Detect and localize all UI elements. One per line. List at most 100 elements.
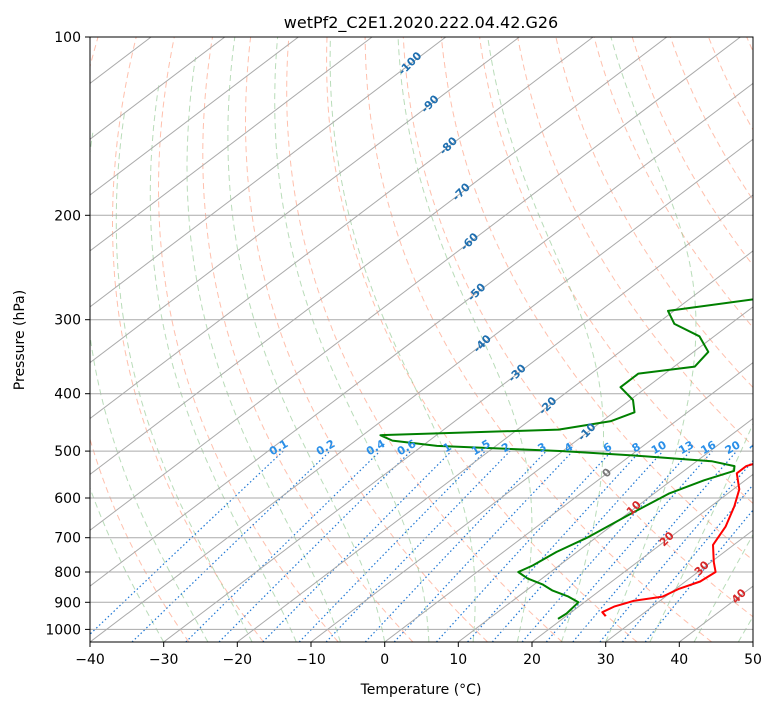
moist-adiabat-line — [649, 422, 753, 642]
isotherm-label: 40 — [729, 586, 749, 606]
dry-adiabat-line — [202, 37, 414, 642]
x-tick-label: −20 — [223, 652, 253, 668]
isotherm-label: -20 — [536, 394, 559, 417]
mixing-ratio-label: 4 — [562, 440, 575, 455]
isotherm-label: -70 — [450, 180, 473, 203]
moist-adiabat-line — [274, 37, 430, 642]
mixing-ratio-label: 0.1 — [267, 437, 290, 458]
isotherm-label: -60 — [458, 230, 481, 253]
y-axis-title: Pressure (hPa) — [12, 290, 28, 390]
dewpoint-line — [379, 298, 753, 620]
mixing-ratio-line — [185, 450, 381, 642]
isotherm-line — [384, 362, 753, 642]
mixing-ratio-line — [298, 450, 486, 642]
isotherm-line — [90, 37, 520, 364]
y-tick-label: 700 — [54, 531, 81, 547]
y-tick-label: 400 — [54, 387, 81, 403]
y-tick-label: 1000 — [45, 622, 81, 638]
x-tick-label: 10 — [449, 652, 467, 668]
moist-adiabat-line — [227, 37, 386, 642]
plot-frame — [89, 36, 754, 643]
dry-adiabat-line — [440, 37, 753, 561]
moist-adiabat-line — [329, 37, 476, 642]
x-tick-label: 40 — [670, 652, 688, 668]
isotherm-line — [531, 473, 753, 642]
mixing-ratio-line — [621, 483, 753, 642]
temperature-line — [601, 463, 753, 617]
moist-adiabat-line — [605, 37, 697, 642]
dry-adiabat-line — [631, 37, 753, 267]
plot-area: 0.10.20.40.611.52346810131620253036-100-… — [0, 37, 775, 642]
dry-adiabat-line — [593, 37, 753, 329]
mixing-ratio-line — [262, 450, 452, 642]
mixing-ratio-line — [131, 450, 331, 642]
isotherm-label: -50 — [465, 280, 488, 303]
mixing-ratio-line — [90, 450, 284, 636]
mixing-ratio-label: 0.2 — [314, 437, 337, 458]
y-tick-label: 100 — [54, 30, 81, 46]
mixing-ratio-line — [644, 509, 753, 642]
mixing-ratio-line — [599, 459, 753, 642]
moist-adiabat-line — [186, 57, 341, 642]
mixing-ratio-line — [218, 450, 412, 642]
isotherm-line — [0, 37, 4, 642]
curve-labels: 0.10.20.40.611.52346810131620253036-100-… — [267, 49, 775, 606]
x-tick-label: −30 — [149, 652, 179, 668]
mixing-ratio-line — [491, 450, 664, 642]
mixing-ratio-label: 13 — [676, 438, 696, 457]
y-tick-label: 200 — [54, 208, 81, 224]
mixing-ratio-label: 1 — [441, 440, 454, 455]
y-tick-label: 900 — [54, 595, 81, 611]
isotherm-label: -30 — [506, 361, 529, 384]
isotherm-line — [90, 82, 753, 587]
x-tick-label: 20 — [523, 652, 541, 668]
isotherm-lines — [0, 37, 753, 642]
mixing-ratio-line — [325, 450, 511, 642]
isotherm-label: -40 — [471, 332, 494, 355]
isotherm-label: 0 — [600, 465, 615, 480]
mixing-ratio-line — [435, 450, 613, 642]
isotherm-line — [163, 194, 753, 642]
dry-adiabat-line — [746, 37, 753, 53]
moist-adiabat-line — [693, 533, 753, 642]
x-axis-title: Temperature (°C) — [360, 682, 482, 698]
y-tick-label: 500 — [54, 444, 81, 460]
isotherm-line — [90, 37, 373, 252]
dry-adiabat-line — [669, 37, 753, 201]
dry-adiabat-line — [157, 37, 339, 642]
dry-adiabat-line — [402, 37, 753, 618]
isotherm-label: -100 — [396, 49, 425, 78]
dry-adiabat-line — [286, 37, 563, 642]
moist-adiabat-line — [149, 82, 297, 642]
isotherm-line — [90, 37, 226, 140]
x-axis: −40 −30 −20 −10 0 10 20 30 40 50 — [75, 642, 762, 668]
mixing-ratio-label: 0.6 — [395, 437, 419, 458]
x-tick-label: 50 — [744, 652, 762, 668]
x-tick-label: 30 — [597, 652, 615, 668]
mixing-ratio-label: 1.5 — [469, 437, 492, 458]
x-tick-label: 0 — [380, 652, 389, 668]
pressure-gridlines — [90, 37, 753, 630]
y-axis: 100 200 300 400 500 600 700 800 900 1000 — [45, 30, 90, 638]
chart-title: wetPf2_C2E1.2020.222.04.42.G26 — [284, 13, 558, 33]
isotherm-line — [90, 37, 447, 308]
moist-adiabat-line — [90, 486, 165, 642]
isotherm-line — [605, 529, 753, 642]
x-tick-label: −40 — [75, 652, 105, 668]
mixing-ratio-label: 25 — [747, 438, 767, 457]
dry-adiabat-line — [326, 37, 638, 642]
mixing-ratio-line — [572, 450, 738, 642]
dry-adiabats — [90, 37, 753, 642]
mixing-ratio-label: 3 — [535, 440, 548, 455]
dry-adiabat-line — [90, 37, 190, 642]
isotherm-line — [236, 250, 753, 642]
mixing-ratio-label: 30 — [768, 438, 775, 457]
isotherm-line — [90, 37, 741, 531]
moist-adiabat-line — [397, 37, 533, 642]
moist-adiabat-line — [487, 37, 604, 642]
dry-adiabat-line — [479, 37, 753, 505]
mixing-ratio-line — [467, 450, 641, 642]
mixing-ratio-label: 10 — [649, 438, 669, 457]
mixing-ratio-lines — [90, 450, 753, 642]
mixing-ratio-line — [393, 450, 574, 642]
